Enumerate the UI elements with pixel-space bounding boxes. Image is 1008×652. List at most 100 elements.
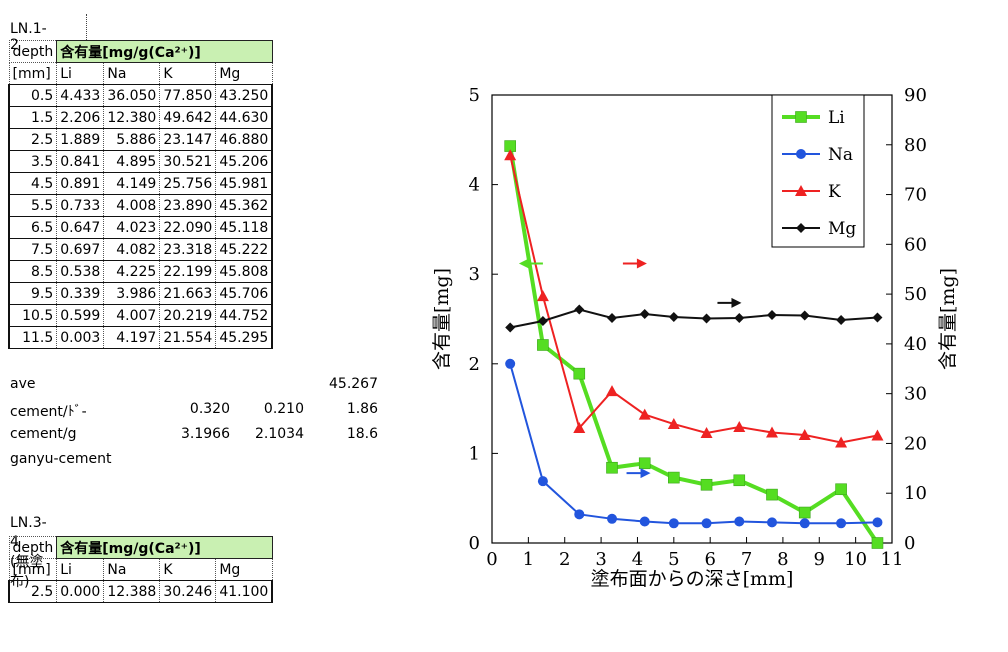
column-divider xyxy=(86,14,87,52)
value-cell-na: 36.050 xyxy=(103,84,161,107)
value-cell-li: 0.003 xyxy=(56,326,105,349)
value-cell-mg: 45.362 xyxy=(215,194,274,217)
value-cell-li: 2.206 xyxy=(56,106,105,129)
y-right-tick-label: 20 xyxy=(904,433,927,454)
value-cell-li: 0.000 xyxy=(56,580,105,603)
x-tick-label: 7 xyxy=(741,549,752,570)
data-point-k xyxy=(700,426,713,438)
table-row: 2.5 1.889 5.886 23.147 46.880 xyxy=(8,128,274,151)
x-tick-label: 5 xyxy=(668,549,679,570)
value-cell-na: 4.895 xyxy=(103,150,161,173)
table-row: 9.5 0.339 3.986 21.663 45.706 xyxy=(8,282,274,305)
data-point-na xyxy=(799,518,810,529)
y-right-axis-label: 含有量[mg] xyxy=(937,268,959,370)
content-header: 含有量[mg/g(Ca²⁺)] xyxy=(56,40,273,63)
value-cell-li: 0.733 xyxy=(56,194,105,217)
depth-cell: 2.5 xyxy=(8,128,58,151)
data-point-mg xyxy=(836,314,847,325)
value-cell-li: 0.697 xyxy=(56,238,105,261)
value-cell-na: 4.023 xyxy=(103,216,161,239)
value-cell-k: 25.756 xyxy=(159,172,217,195)
legend-marker-li xyxy=(795,111,807,123)
legend-box xyxy=(771,94,865,248)
y-right-tick-label: 90 xyxy=(904,85,927,106)
col-header-na: Na xyxy=(103,558,161,581)
x-tick-label: 9 xyxy=(814,549,825,570)
value-cell-mg: 45.981 xyxy=(215,172,274,195)
cement-g-mg: 18.6 xyxy=(346,426,378,442)
series-line-mg xyxy=(509,308,878,329)
value-cell-na: 12.388 xyxy=(103,580,161,603)
legend-marker-k xyxy=(795,185,807,196)
value-cell-na: 4.008 xyxy=(103,194,161,217)
y-left-tick-label: 4 xyxy=(469,175,480,196)
data-point-mg xyxy=(607,313,617,324)
value-cell-k: 77.850 xyxy=(159,84,217,107)
value-cell-na: 3.986 xyxy=(103,282,161,305)
series-axis-arrowhead xyxy=(518,258,529,269)
table-row: 2.5 0.000 12.388 30.246 41.100 xyxy=(8,580,274,603)
data-point-li xyxy=(700,478,713,491)
value-cell-na: 5.886 xyxy=(103,128,161,151)
value-cell-li: 0.339 xyxy=(56,282,105,305)
value-cell-na: 4.197 xyxy=(103,326,161,349)
x-axis-label: 塗布面からの深さ[mm] xyxy=(591,567,794,590)
data-point-na xyxy=(574,509,585,520)
series-axis-arrowhead xyxy=(731,297,742,308)
value-cell-li: 4.433 xyxy=(56,84,105,107)
col-header-mg: Mg xyxy=(215,62,273,85)
value-cell-mg: 41.100 xyxy=(215,580,274,603)
table-row: 5.5 0.733 4.008 23.890 45.362 xyxy=(8,194,274,217)
y-right-tick-label: 60 xyxy=(904,234,927,255)
cement-per-na: 0.210 xyxy=(263,401,304,417)
x-tick-label: 10 xyxy=(844,549,867,570)
value-cell-mg: 45.118 xyxy=(215,216,274,239)
legend-label-mg: Mg xyxy=(828,219,856,239)
value-cell-mg: 46.880 xyxy=(215,128,274,151)
data-point-na xyxy=(872,517,883,528)
table-row: 10.5 0.599 4.007 20.219 44.752 xyxy=(8,304,274,327)
value-cell-li: 0.647 xyxy=(56,216,105,239)
depth-cell: 10.5 xyxy=(8,304,58,327)
y-left-tick-label: 3 xyxy=(469,264,480,285)
table1: depth 含有量[mg/g(Ca²⁺)] [mm] Li Na K Mg 0.… xyxy=(8,40,274,349)
value-cell-k: 22.199 xyxy=(159,260,217,283)
y-right-tick-label: 40 xyxy=(904,334,927,355)
depth-cell: 9.5 xyxy=(8,282,58,305)
data-point-k xyxy=(573,422,586,434)
plot-frame xyxy=(491,94,893,544)
cement-per-label: cement/ﾄﾞ- xyxy=(10,404,87,420)
depth-cell: 7.5 xyxy=(8,238,58,261)
table-row: 3.5 0.841 4.895 30.521 45.206 xyxy=(8,150,274,173)
x-tick-label: 8 xyxy=(777,549,788,570)
value-cell-k: 23.147 xyxy=(159,128,217,151)
y-right-tick-label: 70 xyxy=(904,185,927,206)
y-right-tick-label: 50 xyxy=(904,284,927,305)
table-row: 0.5 4.433 36.050 77.850 43.250 xyxy=(8,84,274,107)
data-point-na xyxy=(668,518,679,529)
data-point-mg xyxy=(537,315,548,326)
col-header-li: Li xyxy=(56,62,105,85)
value-cell-mg: 44.752 xyxy=(215,304,274,327)
value-cell-li: 0.841 xyxy=(56,150,105,173)
data-point-mg xyxy=(872,312,883,323)
value-cell-k: 21.554 xyxy=(159,326,217,349)
col-header-na: Na xyxy=(103,62,161,85)
data-point-na xyxy=(607,513,617,524)
data-point-li xyxy=(835,483,847,496)
value-cell-mg: 45.206 xyxy=(215,150,274,173)
data-point-k xyxy=(606,385,618,397)
x-tick-label: 1 xyxy=(523,549,534,570)
depth-content-chart: 0 1 2 3 4 5 6 7 8 9 10 110123450102030405060708090塗… xyxy=(431,85,959,590)
depth-cell: 5.5 xyxy=(8,194,58,217)
value-cell-mg: 45.295 xyxy=(215,326,274,349)
value-cell-li: 0.891 xyxy=(56,172,105,195)
ave-value: 45.267 xyxy=(329,376,378,392)
x-tick-label: 0 xyxy=(486,549,497,570)
data-point-k xyxy=(638,408,651,420)
data-point-na xyxy=(734,516,745,527)
data-point-li xyxy=(871,537,884,549)
value-cell-li: 1.889 xyxy=(56,128,105,151)
data-point-k xyxy=(835,436,848,448)
data-point-mg xyxy=(639,309,650,320)
